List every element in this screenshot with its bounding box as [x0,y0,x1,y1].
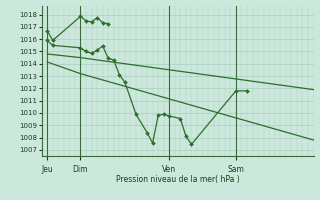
X-axis label: Pression niveau de la mer( hPa ): Pression niveau de la mer( hPa ) [116,175,239,184]
